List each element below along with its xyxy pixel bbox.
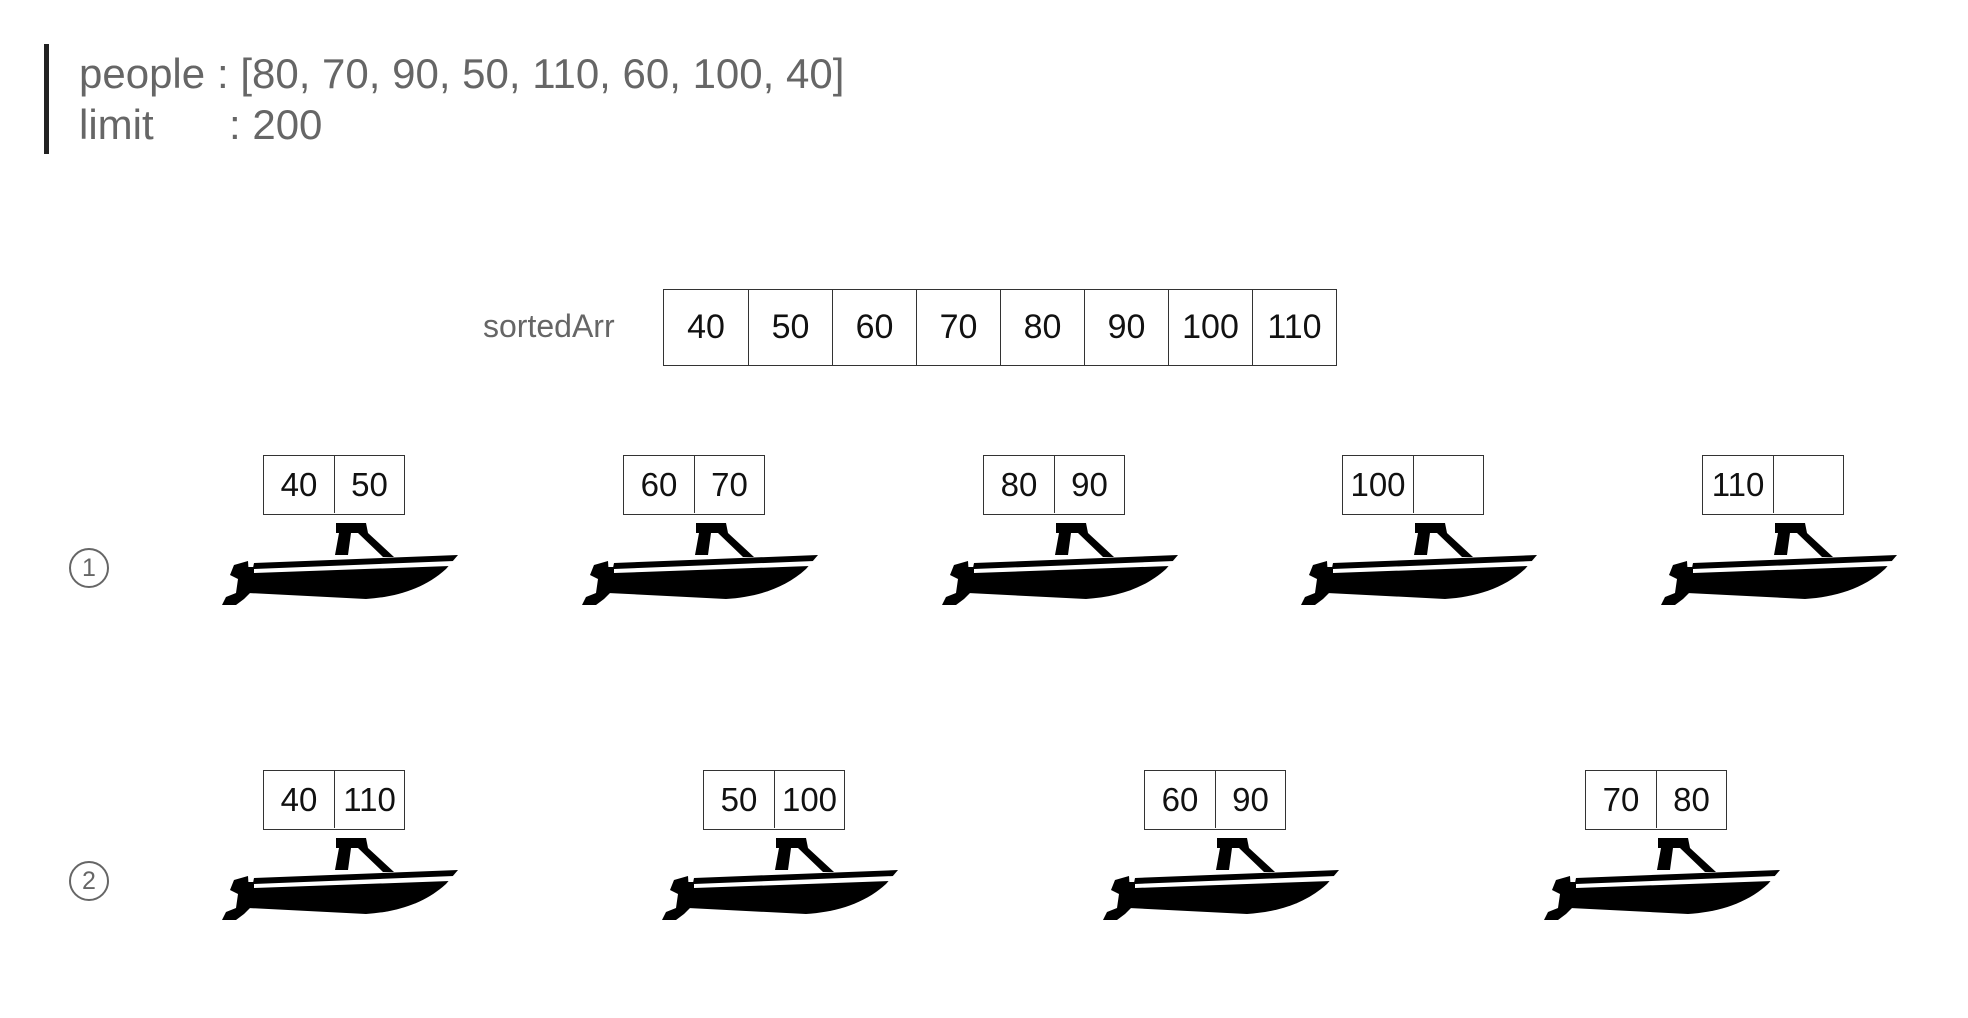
step-1-boat: 80 90: [938, 455, 1178, 615]
boat-seat: 40: [280, 465, 318, 503]
step-1-boat: 60 70: [578, 455, 818, 615]
sorted-array-label: sortedArr: [483, 308, 615, 344]
boat-seat: 60: [640, 465, 678, 503]
boat-seat: 50: [720, 780, 758, 818]
input-blockquote: people: [80, 70, 90, 50, 110, 60, 100, 4…: [44, 44, 844, 154]
boat-seat: 80: [1000, 465, 1038, 503]
step-1-marker: 1: [69, 548, 109, 588]
boat-seat: 80: [1656, 771, 1726, 828]
people-value: : [80, 70, 90, 50, 110, 60, 100, 40]: [217, 50, 845, 97]
boat-pair: 40 110: [263, 770, 405, 830]
boat-pair: 50 100: [703, 770, 845, 830]
motorboat-icon: [222, 523, 458, 605]
people-label: people: [79, 50, 206, 97]
step-1-boat: 40 50: [218, 455, 458, 615]
boat-pair: 100: [1342, 455, 1484, 515]
people-line: people: [80, 70, 90, 50, 110, 60, 100, 4…: [79, 50, 844, 97]
boat-seat: 70: [694, 456, 764, 513]
motorboat-icon: [222, 838, 458, 920]
boat-pair: 60 70: [623, 455, 765, 515]
sorted-array-cell: 110: [1252, 290, 1336, 365]
boat-pair: 70 80: [1585, 770, 1727, 830]
sorted-array-cell: 90: [1084, 290, 1168, 365]
sorted-array: 40 50 60 70 80 90 100 110: [663, 289, 1337, 366]
motorboat-icon: [582, 523, 818, 605]
boat-pair: 110: [1702, 455, 1844, 515]
sorted-array-cell: 100: [1168, 290, 1252, 365]
sorted-array-cell: 70: [916, 290, 1000, 365]
boat-seat: 100: [774, 771, 844, 828]
boat-pair: 40 50: [263, 455, 405, 515]
boat-seat: 60: [1161, 780, 1199, 818]
motorboat-icon: [1544, 838, 1780, 920]
step-2-boat: 40 110: [218, 770, 458, 930]
boat-seat: 40: [280, 780, 318, 818]
limit-value: : 200: [229, 101, 323, 148]
boat-seat: 90: [1215, 771, 1285, 828]
motorboat-icon: [1301, 523, 1537, 605]
step-2-boat: 60 90: [1099, 770, 1339, 930]
boat-seat: 110: [334, 771, 404, 828]
motorboat-icon: [1661, 523, 1897, 605]
limit-line: limit : 200: [79, 101, 322, 148]
step-2-marker: 2: [69, 861, 109, 901]
sorted-array-cell: 60: [832, 290, 916, 365]
motorboat-icon: [942, 523, 1178, 605]
step-1-boat: 100: [1297, 455, 1537, 615]
limit-label: limit: [79, 101, 154, 148]
boat-seat: 90: [1054, 456, 1124, 513]
motorboat-icon: [1103, 838, 1339, 920]
step-2-boat: 70 80: [1540, 770, 1780, 930]
boat-pair: 60 90: [1144, 770, 1286, 830]
sorted-array-cell: 50: [748, 290, 832, 365]
motorboat-icon: [662, 838, 898, 920]
sorted-array-cell: 40: [687, 308, 725, 346]
sorted-array-cell: 80: [1000, 290, 1084, 365]
step-2-boat: 50 100: [658, 770, 898, 930]
boat-seat: 50: [334, 456, 404, 513]
boat-seat: 110: [1711, 465, 1765, 503]
boat-seat: [1773, 456, 1843, 513]
boat-seat: 70: [1602, 780, 1640, 818]
boat-pair: 80 90: [983, 455, 1125, 515]
boat-seat: [1413, 456, 1483, 513]
boat-seat: 100: [1350, 465, 1406, 503]
step-1-boat: 110: [1657, 455, 1897, 615]
